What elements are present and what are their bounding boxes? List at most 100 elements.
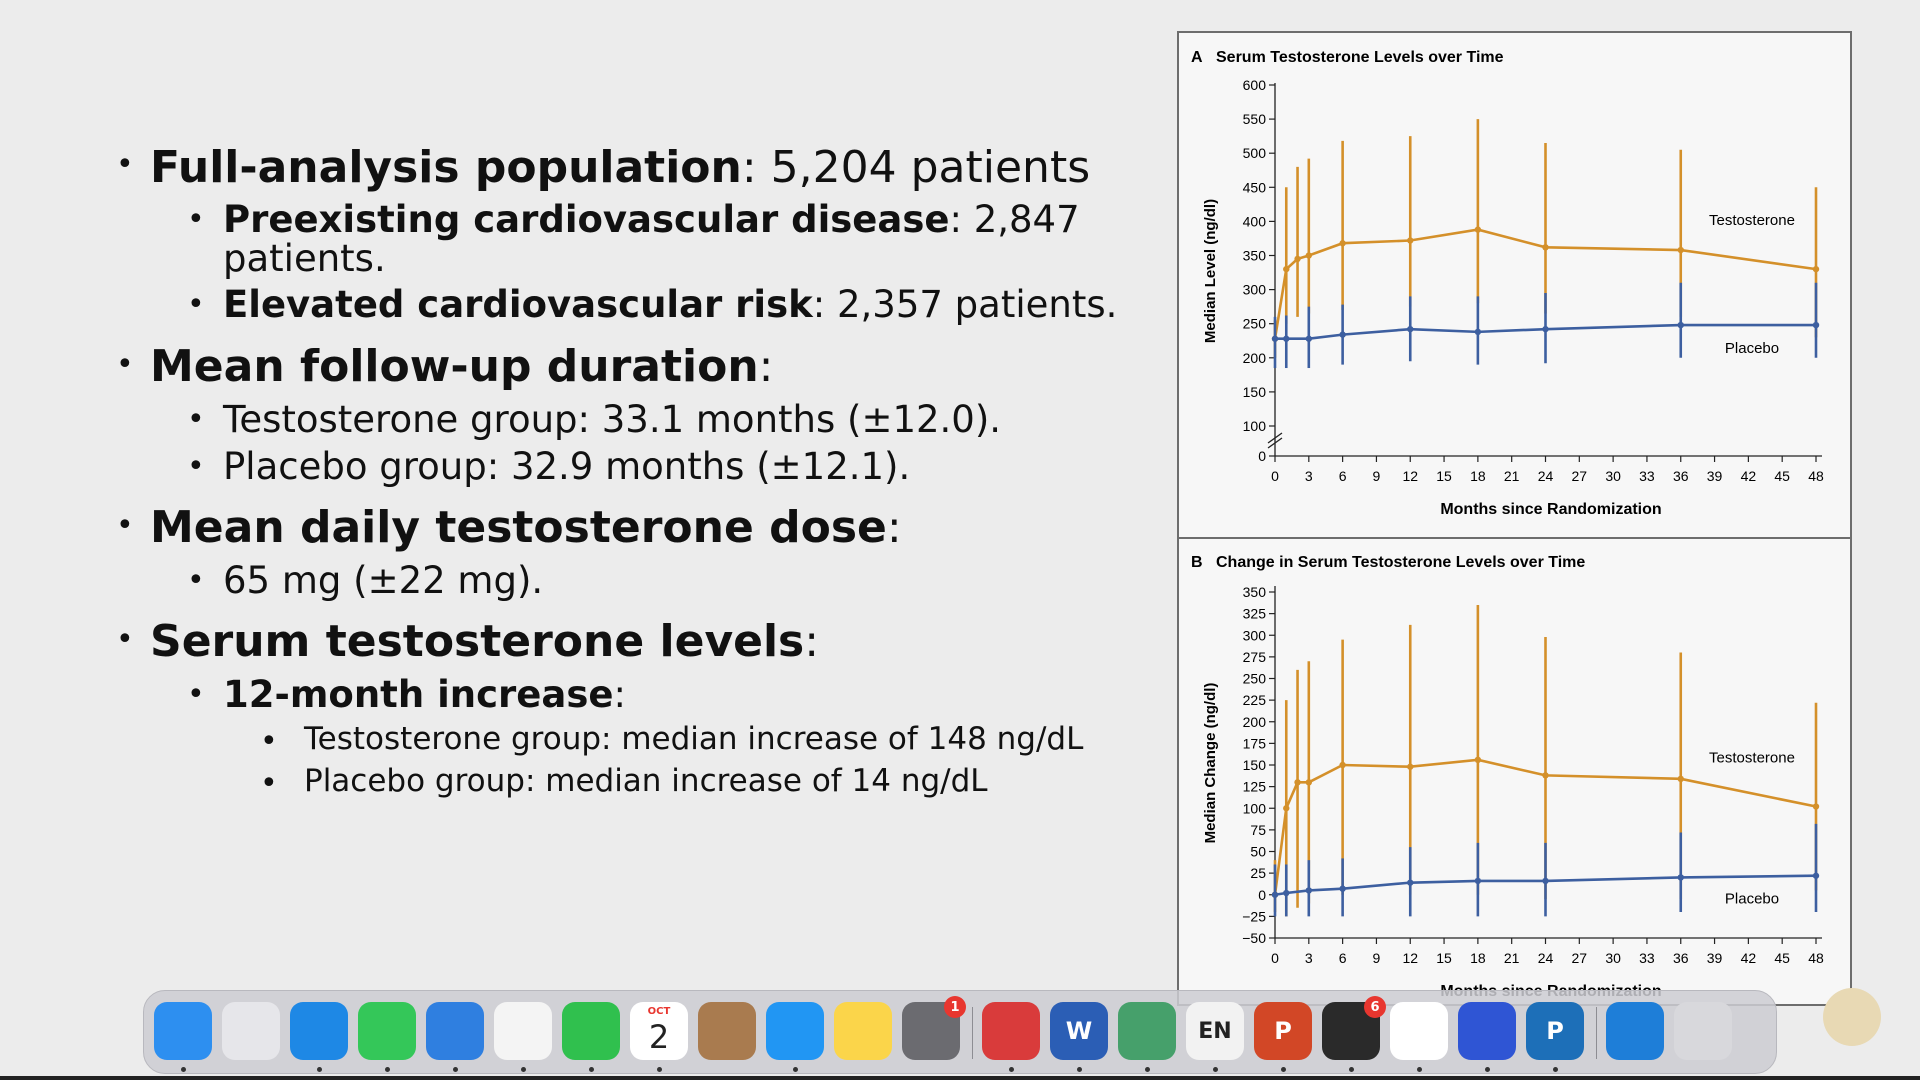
dock-word-icon[interactable]: W <box>1050 1002 1108 1060</box>
panel-b-letter: B <box>1191 554 1203 571</box>
dock-running-indicator <box>793 1067 798 1072</box>
dock-chrome-icon[interactable] <box>1390 1002 1448 1060</box>
x-tick-label: 45 <box>1774 468 1790 484</box>
notification-badge: 6 <box>1364 996 1386 1018</box>
placebo-point <box>1542 877 1549 885</box>
x-tick-label: 15 <box>1436 950 1452 966</box>
figure-svg: A Serum Testosterone Levels over Time Mo… <box>1191 49 1824 1000</box>
dock-calendar-icon[interactable]: OCT 2 <box>630 1002 688 1060</box>
x-tick-label: 21 <box>1504 468 1520 484</box>
dock-contacts-icon[interactable] <box>698 1002 756 1060</box>
x-tick-label: 21 <box>1504 950 1520 966</box>
dock-mail-icon[interactable] <box>426 1002 484 1060</box>
dock-safari-icon[interactable] <box>290 1002 348 1060</box>
x-tick-label: 27 <box>1572 468 1588 484</box>
dock-downloads-swirl-icon[interactable] <box>1606 1002 1664 1060</box>
placebo-point <box>1812 321 1820 329</box>
dock-running-indicator <box>181 1067 186 1072</box>
dock-photos-icon[interactable] <box>494 1002 552 1060</box>
dock-printer-icon[interactable]: 6 <box>1322 996 1386 1060</box>
panel-divider <box>1179 537 1850 539</box>
slide-text: • Full-analysis population: 5,204 patien… <box>116 146 1117 799</box>
dock-pycharm-icon[interactable]: P <box>1526 1002 1584 1060</box>
bullet-dot: • <box>116 508 134 543</box>
dock-running-indicator <box>1553 1067 1558 1072</box>
testosterone-point <box>1677 775 1684 783</box>
dock-running-indicator <box>589 1067 594 1072</box>
dock-system-settings-icon[interactable]: 1 <box>902 996 966 1060</box>
placebo-point <box>1677 321 1684 329</box>
bullet-dose-value: 65 mg (±22 mg). <box>223 559 544 602</box>
testosterone-point <box>1812 803 1820 810</box>
x-tick-label: 24 <box>1538 950 1554 966</box>
dock-running-indicator <box>1213 1067 1218 1072</box>
dock-parallels-icon[interactable] <box>982 1002 1040 1060</box>
y-tick-label: 450 <box>1243 179 1267 195</box>
x-tick-label: 48 <box>1808 950 1824 966</box>
bullet-dot: • <box>187 202 205 237</box>
dock-facetime-icon[interactable] <box>562 1002 620 1060</box>
y-tick-label: 500 <box>1243 145 1267 161</box>
x-tick-label: 45 <box>1774 950 1790 966</box>
dock-app-store-icon[interactable] <box>766 1002 824 1060</box>
bullet-dot: • <box>187 677 205 712</box>
y-tick-label: 100 <box>1243 800 1267 816</box>
dock-icon-label: P <box>1546 1017 1564 1045</box>
dock-icon-label: W <box>1065 1017 1093 1045</box>
x-tick-label: 3 <box>1305 468 1313 484</box>
x-tick-label: 0 <box>1271 468 1279 484</box>
dock-running-indicator <box>1145 1067 1150 1072</box>
x-tick-label: 33 <box>1639 950 1655 966</box>
dock-vpn-globe-icon[interactable] <box>1118 1002 1176 1060</box>
bottom-bar <box>0 1076 1920 1080</box>
axis-break <box>1267 432 1283 444</box>
x-tick-label: 48 <box>1808 468 1824 484</box>
calendar-day: 2 <box>648 1018 670 1056</box>
placebo-point <box>1339 331 1346 338</box>
dock-language-icon[interactable]: EN <box>1186 1002 1244 1060</box>
panel-a-title: Serum Testosterone Levels over Time <box>1216 49 1504 66</box>
x-tick-label: 12 <box>1402 468 1418 484</box>
x-tick-label: 9 <box>1373 468 1381 484</box>
testosterone-point <box>1294 779 1301 786</box>
dock-notes-icon[interactable] <box>834 1002 892 1060</box>
panel-a-xlabel: Months since Randomization <box>1440 501 1661 518</box>
dock-separator <box>1596 1007 1597 1059</box>
x-tick-label: 39 <box>1707 950 1723 966</box>
placebo-point <box>1677 874 1684 881</box>
bullet-dot: • <box>116 622 134 657</box>
dock-powerpoint-icon[interactable]: P <box>1254 1002 1312 1060</box>
x-tick-label: 30 <box>1605 950 1621 966</box>
x-tick-label: 42 <box>1741 468 1757 484</box>
x-tick-label: 30 <box>1605 468 1621 484</box>
dock-messages-icon[interactable] <box>358 1002 416 1060</box>
bullet-dot: • <box>260 724 278 759</box>
placebo-point <box>1283 889 1290 897</box>
bullet-testosterone-duration: Testosterone group: 33.1 months (±12.0). <box>223 398 1002 441</box>
placebo-point <box>1305 887 1313 894</box>
bullet-dot: • <box>187 449 205 484</box>
dock: OCT 2 1 W EN P 6 P <box>143 990 1777 1074</box>
dock-dots-app-icon[interactable] <box>1458 1002 1516 1060</box>
dock-icon-label: P <box>1274 1017 1292 1045</box>
placebo-series-label: Placebo <box>1725 891 1779 908</box>
x-tick-label: 15 <box>1436 468 1452 484</box>
dock-finder-icon[interactable] <box>154 1002 212 1060</box>
y-tick-label: 200 <box>1243 350 1267 366</box>
y-tick-label: 175 <box>1243 735 1267 751</box>
dock-trash-icon[interactable] <box>1674 1002 1732 1060</box>
x-tick-label: 0 <box>1271 950 1279 966</box>
x-tick-label: 36 <box>1673 950 1689 966</box>
placebo-series-label: Placebo <box>1725 340 1779 357</box>
dock-launchpad-icon[interactable] <box>222 1002 280 1060</box>
panel-b-title: Change in Serum Testosterone Levels over… <box>1216 554 1585 571</box>
bullet-dot: • <box>187 563 205 598</box>
placebo-point <box>1339 885 1346 892</box>
y-tick-label: 250 <box>1243 671 1267 687</box>
placebo-point <box>1407 325 1414 333</box>
y-tick-label: 150 <box>1243 384 1267 400</box>
y-tick-label: 150 <box>1243 757 1267 773</box>
testosterone-point <box>1339 240 1346 247</box>
y-tick-label: 225 <box>1243 692 1267 708</box>
dock-separator <box>972 1007 973 1059</box>
